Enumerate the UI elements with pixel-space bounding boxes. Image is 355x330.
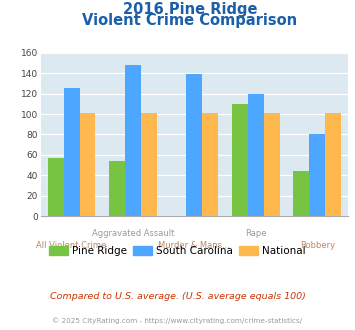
Bar bbox=[125, 65, 141, 216]
Text: 2016 Pine Ridge: 2016 Pine Ridge bbox=[123, 2, 257, 16]
Bar bbox=[80, 113, 95, 216]
Text: Aggravated Assault: Aggravated Assault bbox=[92, 229, 174, 238]
Bar bbox=[141, 113, 157, 216]
Text: Compared to U.S. average. (U.S. average equals 100): Compared to U.S. average. (U.S. average … bbox=[50, 292, 305, 301]
Bar bbox=[232, 104, 248, 216]
Text: Rape: Rape bbox=[245, 229, 267, 238]
Bar bbox=[109, 161, 125, 216]
Text: All Violent Crime: All Violent Crime bbox=[37, 241, 106, 250]
Text: Murder & Mans...: Murder & Mans... bbox=[158, 241, 230, 250]
Bar bbox=[64, 87, 80, 216]
Bar bbox=[264, 113, 280, 216]
Bar bbox=[293, 171, 309, 216]
Text: Robbery: Robbery bbox=[300, 241, 335, 250]
Bar bbox=[186, 74, 202, 216]
Bar bbox=[325, 113, 341, 216]
Text: © 2025 CityRating.com - https://www.cityrating.com/crime-statistics/: © 2025 CityRating.com - https://www.city… bbox=[53, 317, 302, 324]
Legend: Pine Ridge, South Carolina, National: Pine Ridge, South Carolina, National bbox=[45, 242, 310, 260]
Text: Violent Crime Comparison: Violent Crime Comparison bbox=[82, 13, 297, 28]
Bar bbox=[248, 94, 264, 216]
Bar bbox=[309, 135, 325, 216]
Bar bbox=[48, 158, 64, 216]
Bar bbox=[202, 113, 218, 216]
